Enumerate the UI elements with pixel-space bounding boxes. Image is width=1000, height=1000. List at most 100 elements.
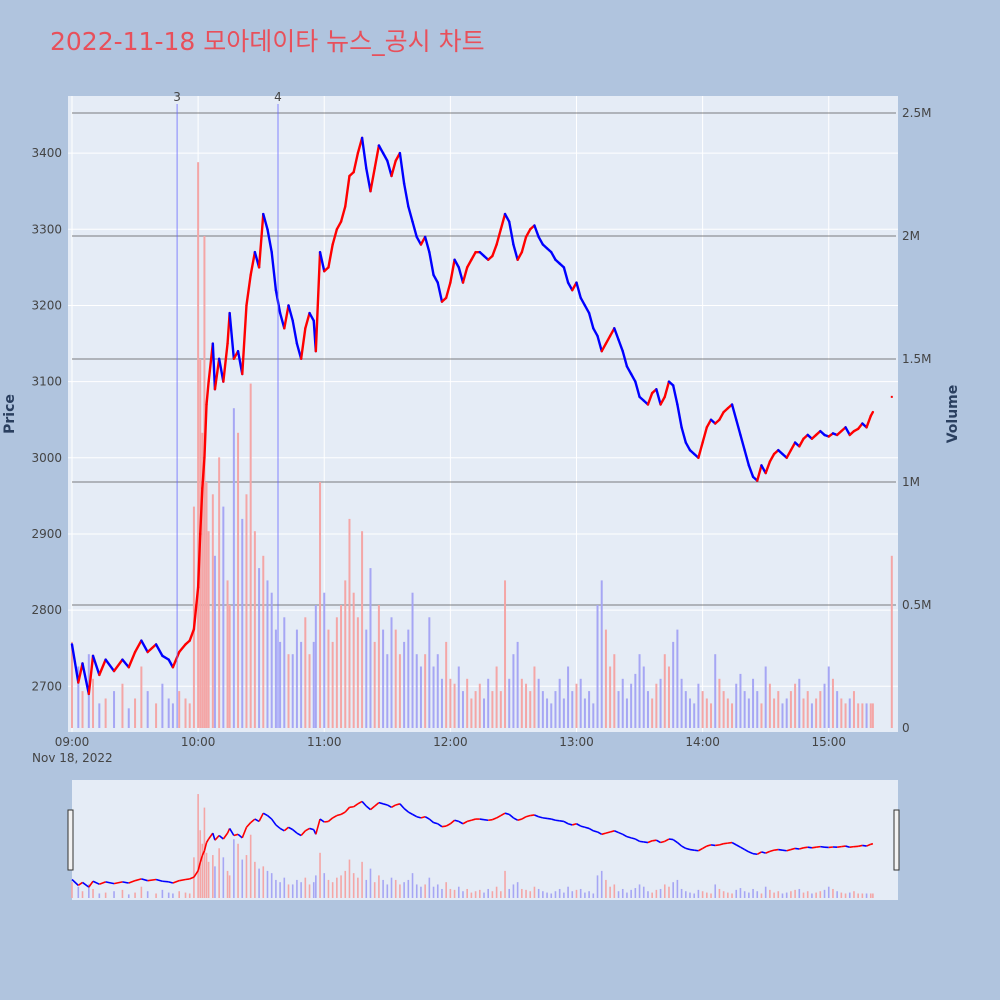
volume-bar [403, 641, 406, 728]
slider-price-segment [727, 841, 733, 844]
slider-volume-bar [207, 861, 210, 898]
range-slider-right-handle[interactable] [893, 809, 900, 871]
price-segment [133, 639, 143, 654]
price-segment [449, 258, 456, 284]
volume-bar [768, 683, 771, 728]
y-tick-label: 3000 [31, 451, 62, 465]
volume-bar [92, 678, 95, 728]
slider-price-segment [794, 847, 800, 850]
slider-price-segment [300, 830, 306, 837]
slider-price-segment [622, 833, 628, 838]
slider-price-segment [407, 811, 413, 816]
volume-bar [274, 629, 277, 728]
volume-bar [722, 691, 725, 728]
slider-volume-bar [155, 893, 157, 898]
slider-price-segment [228, 828, 235, 836]
slider-price-segment [681, 845, 687, 850]
slider-price-segment [437, 823, 443, 828]
volume-bar [495, 666, 498, 728]
slider-price-segment [179, 878, 186, 882]
slider-price-segment [530, 814, 535, 817]
volume-bar [424, 654, 427, 728]
volume-bar [848, 698, 851, 728]
price-segment [453, 258, 460, 269]
slider-volume-bar [500, 891, 502, 898]
slider-volume-bar [743, 891, 746, 898]
slider-price-segment [275, 824, 281, 830]
price-segment [865, 414, 872, 429]
price-segment [318, 250, 326, 273]
y-tick-label: 3100 [31, 375, 62, 389]
slider-volume-bar [327, 879, 330, 898]
slider-price-segment [315, 818, 321, 835]
volume-bar [794, 683, 797, 728]
volume-bar [340, 605, 343, 728]
slider-volume-bar [308, 884, 311, 898]
slider-price-segment [134, 878, 142, 882]
volume-bar [348, 518, 351, 728]
range-slider-background[interactable] [72, 780, 898, 900]
price-segment [360, 136, 368, 170]
slider-volume-bar [689, 892, 691, 898]
slider-volume-bar [617, 891, 620, 898]
volume-bar [203, 236, 206, 728]
volume-bar [697, 683, 700, 728]
slider-volume-bar [832, 888, 834, 898]
price-segment [262, 212, 269, 231]
slider-volume-bar [647, 891, 649, 898]
volume-bar [178, 691, 181, 728]
slider-volume-bar [428, 877, 431, 898]
price-segment [613, 327, 620, 341]
volume-bar [184, 698, 187, 728]
slider-price-line [71, 800, 874, 888]
slider-volume-bar [642, 886, 645, 898]
slider-volume-bar [81, 891, 84, 898]
slider-price-segment [735, 844, 741, 848]
slider-volume-bar [146, 891, 149, 898]
volume-bar [533, 666, 536, 728]
slider-volume-bar [710, 893, 712, 898]
price-segment [203, 403, 208, 459]
slider-volume-bar [415, 884, 418, 898]
slider-price-segment [212, 832, 216, 841]
price-segment [470, 250, 477, 261]
volume-bar [407, 629, 410, 728]
price-segment [436, 281, 444, 303]
volume-bar [432, 666, 435, 728]
slider-volume-bar [588, 891, 590, 898]
slider-price-segment [199, 855, 204, 863]
volume-bar [232, 408, 235, 728]
slider-volume-bar [218, 848, 220, 898]
price-segment [428, 250, 435, 277]
volume-bar [121, 683, 124, 728]
slider-volume-bar [823, 889, 826, 898]
slider-volume-bar [760, 893, 763, 898]
slider-price-segment [233, 833, 239, 837]
volume-bar [466, 678, 469, 728]
volume-bar [226, 580, 229, 728]
chart-title: 2022-11-18 모아데이타 뉴스_공시 차트 [50, 27, 485, 56]
slider-volume-bar [483, 892, 485, 898]
price-segment [381, 151, 389, 162]
volume-bar [604, 629, 607, 728]
slider-price-segment [614, 830, 619, 834]
slider-price-segment [685, 847, 691, 851]
price-segment [127, 650, 137, 669]
volume-bar [327, 629, 330, 728]
price-segment [199, 487, 204, 536]
slider-price-segment [496, 814, 502, 819]
slider-price-segment [82, 881, 90, 888]
price-segment [596, 334, 603, 353]
volume-bar [871, 703, 874, 728]
slider-volume-bar [516, 882, 519, 898]
slider-price-segment [441, 825, 447, 828]
volume-bar [865, 703, 868, 728]
slider-volume-bar [71, 882, 73, 898]
range-slider-left-handle[interactable] [67, 809, 74, 871]
price-segment [604, 334, 612, 345]
price-segment [629, 372, 637, 383]
slider-price-segment [374, 802, 380, 807]
price-segment [266, 228, 273, 254]
price-segment [587, 311, 595, 330]
price-segment [705, 418, 713, 429]
